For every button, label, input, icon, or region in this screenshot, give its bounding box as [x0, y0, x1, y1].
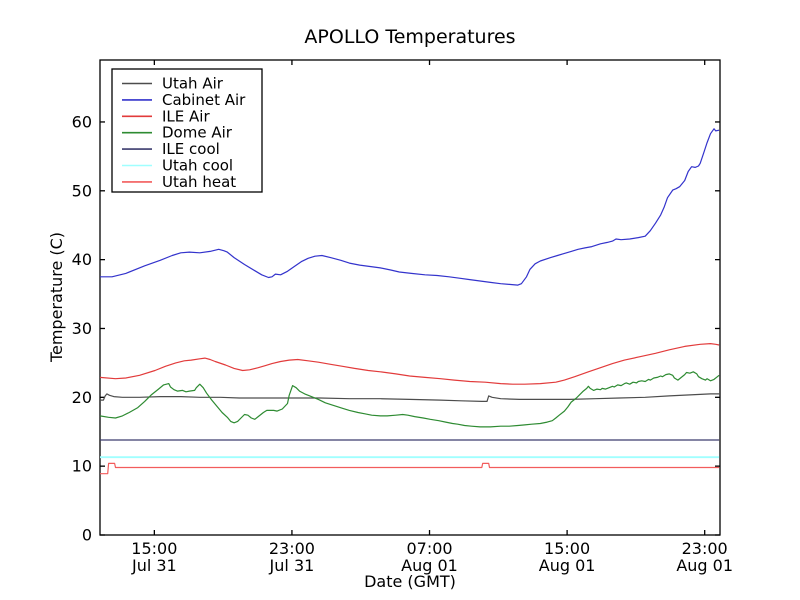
legend-label-utah-air: Utah Air: [162, 75, 224, 93]
y-tick-label: 50: [72, 181, 92, 200]
x-tick-time-label: 07:00: [406, 539, 452, 558]
legend-label-dome-air: Dome Air: [162, 124, 233, 142]
chart-title: APOLLO Temperatures: [304, 26, 515, 48]
x-axis-label: Date (GMT): [364, 572, 456, 591]
x-tick-date-label: Jul 31: [131, 556, 177, 575]
y-tick-label: 60: [72, 112, 92, 131]
line-utah-heat: [100, 462, 720, 475]
y-tick-label: 40: [72, 250, 92, 269]
y-tick-label: 30: [72, 319, 92, 338]
x-tick-time-label: 15:00: [131, 539, 177, 558]
line-cabinet-air: [100, 128, 720, 286]
legend-label-utah-cool: Utah cool: [162, 157, 233, 175]
y-tick-label: 20: [72, 388, 92, 407]
series-lines: [99, 128, 720, 475]
x-tick-date-label: Aug 01: [401, 556, 458, 575]
legend-label-cabinet-air: Cabinet Air: [162, 91, 246, 109]
x-tick-date-label: Jul 31: [269, 556, 315, 575]
line-utah-air: [100, 393, 720, 402]
legend-label-utah-heat: Utah heat: [162, 173, 236, 191]
y-axis-label: Temperature (C): [47, 232, 66, 363]
legend-box: [111, 68, 263, 193]
x-tick-time-label: 23:00: [682, 539, 728, 558]
x-tick-time-label: 23:00: [269, 539, 315, 558]
x-tick-date-label: Aug 01: [539, 556, 596, 575]
legend-label-ile-air: ILE Air: [162, 107, 210, 125]
x-tick-date-label: Aug 01: [676, 556, 733, 575]
line-dome-air: [99, 371, 720, 428]
x-tick-time-label: 15:00: [544, 539, 590, 558]
y-tick-label: 10: [72, 457, 92, 476]
y-tick-label: 0: [82, 526, 92, 545]
line-ile-air: [99, 343, 720, 385]
legend-label-ile-cool: ILE cool: [162, 140, 220, 158]
